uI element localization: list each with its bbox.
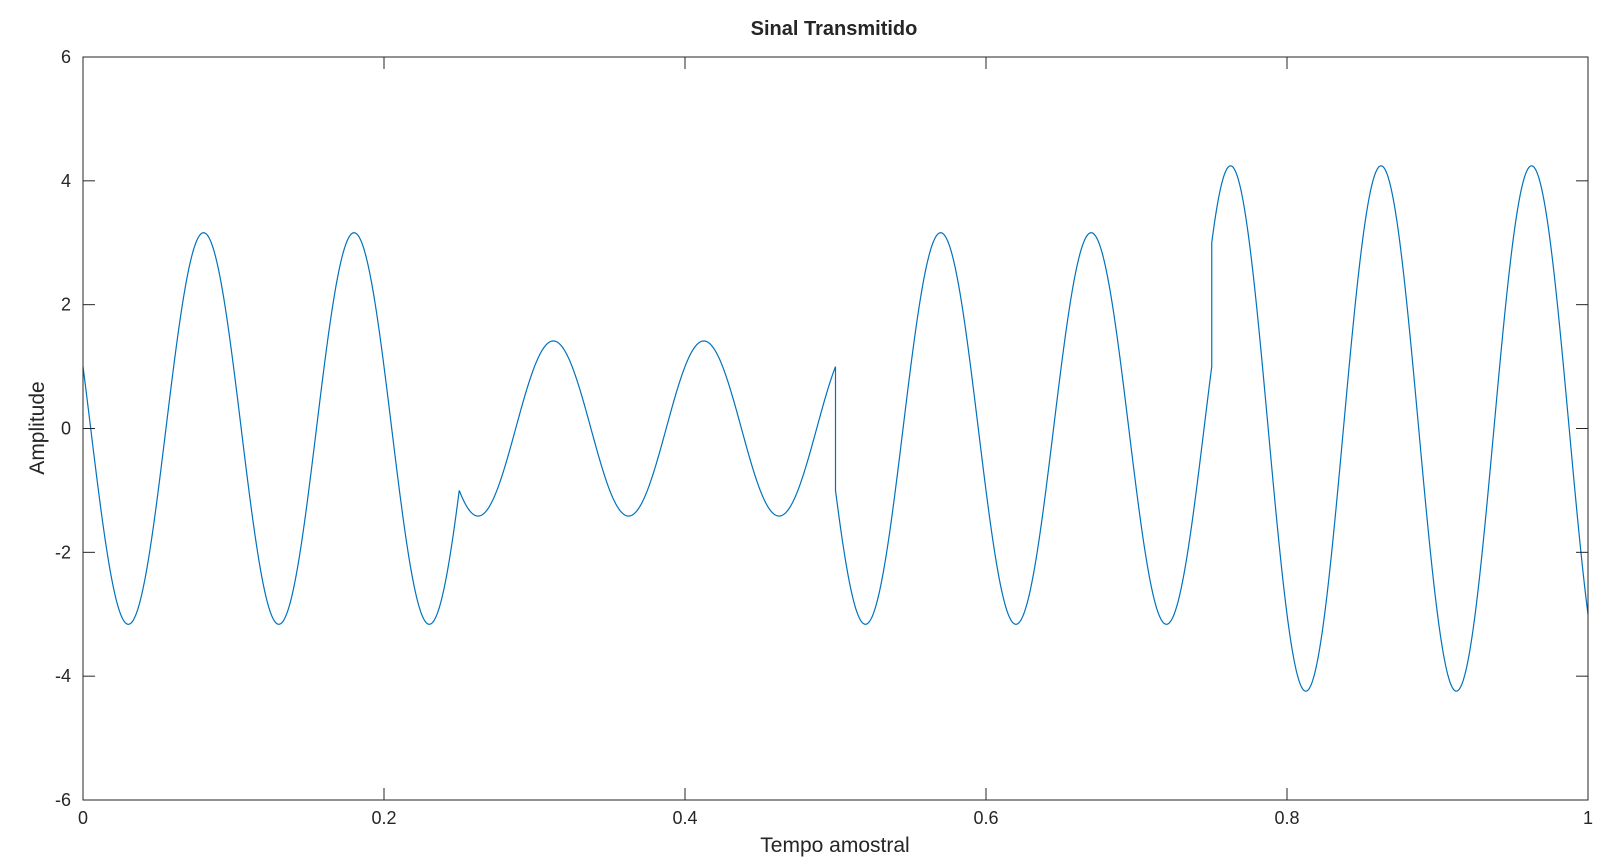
x-axis-label: Tempo amostral — [760, 834, 909, 857]
y-tick-label: 6 — [61, 47, 71, 67]
y-tick-label: -2 — [55, 542, 71, 562]
y-tick-label: -4 — [55, 666, 71, 686]
x-tick-label: 0.8 — [1274, 808, 1299, 828]
x-tick-label: 0 — [78, 808, 88, 828]
y-tick-label: -6 — [55, 790, 71, 810]
x-tick-label: 0.2 — [371, 808, 396, 828]
signal-line — [82, 165, 1589, 692]
x-tick-label: 0.4 — [672, 808, 697, 828]
ticks-layer: 0 0.2 0.4 0.6 0.8 1 -6 -4 -2 0 2 4 6 — [55, 47, 1593, 828]
y-tick-label: 4 — [61, 171, 71, 191]
series-layer — [82, 165, 1589, 692]
y-axis-label: Amplitude — [26, 381, 49, 474]
x-tick-label: 0.6 — [973, 808, 998, 828]
x-tick-label: 1 — [1583, 808, 1593, 828]
chart-title: Sinal Transmitido — [751, 18, 918, 40]
y-tick-label: 2 — [61, 295, 71, 315]
y-tick-label: 0 — [61, 419, 71, 439]
